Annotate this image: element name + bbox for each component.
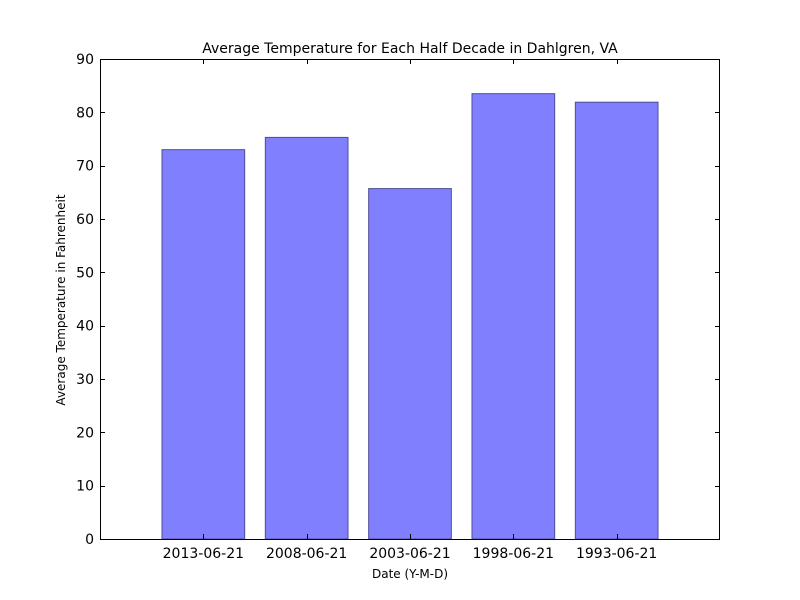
x-tick-label-2008-06-21: 2008-06-21	[266, 546, 347, 562]
x-tick-label-2003-06-21: 2003-06-21	[369, 546, 450, 562]
x-axis-ticks: 2013-06-21 2008-06-21 2003-06-21 1998-06-21…	[163, 59, 657, 562]
plot-frame	[100, 59, 720, 540]
x-tick-label-1998-06-21: 1998-06-21	[473, 546, 554, 562]
y-tick-label-60: 60	[76, 212, 94, 228]
bar-1993-06-21	[574, 101, 659, 540]
y-tick-label-10: 10	[76, 479, 94, 495]
y-tick-label-90: 90	[76, 52, 94, 68]
x-axis-label: Date (Y-M-D)	[372, 567, 448, 581]
y-tick-label-0: 0	[85, 532, 94, 548]
y-tick-label-70: 70	[76, 159, 94, 175]
y-axis-label: Average Temperature in Fahrenheit	[54, 194, 68, 405]
y-tick-label-50: 50	[76, 265, 94, 281]
bar-2003-06-21	[368, 188, 452, 540]
y-tick-label-30: 30	[76, 372, 94, 388]
y-tick-label-20: 20	[76, 425, 94, 441]
bar-1998-06-21	[471, 93, 556, 540]
y-tick-label-40: 40	[76, 319, 94, 335]
bar-2013-06-21	[161, 149, 246, 540]
x-tick-label-1993-06-21: 1993-06-21	[576, 546, 657, 562]
bars-group	[161, 93, 659, 540]
y-axis-ticks: 0 10 20 30 40 50 60 70 80 90	[76, 52, 720, 548]
bar-2008-06-21	[264, 136, 349, 540]
chart-title: Average Temperature for Each Half Decade…	[202, 41, 618, 57]
y-tick-label-80: 80	[76, 105, 94, 121]
x-tick-label-2013-06-21: 2013-06-21	[163, 546, 244, 562]
